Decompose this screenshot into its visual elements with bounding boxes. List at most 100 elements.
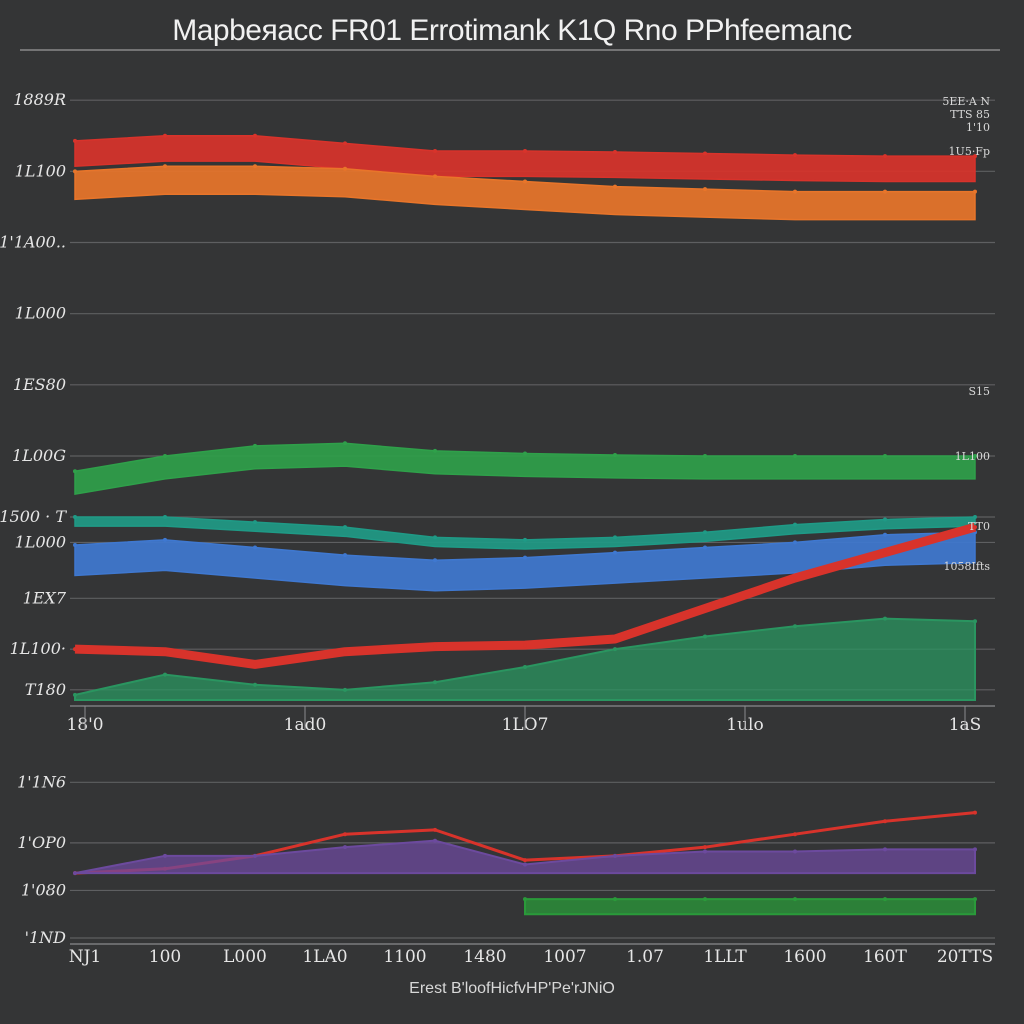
data-point bbox=[883, 897, 887, 902]
data-point bbox=[343, 649, 347, 654]
x-tick-label: 1480 bbox=[463, 947, 506, 967]
chart-title: Mapbeяacc FR01 Errotimank K1Q Rno PPhfee… bbox=[172, 14, 852, 47]
data-point bbox=[703, 187, 707, 192]
data-point bbox=[793, 454, 797, 458]
upper-x-axis: 18'0 1ad0 1LO7 1ulo 1aS bbox=[66, 706, 981, 735]
data-point bbox=[523, 862, 527, 867]
y-tick-label: 1'1N6 bbox=[17, 772, 66, 791]
data-point bbox=[253, 853, 257, 858]
series-orange-band bbox=[74, 165, 976, 221]
data-point bbox=[433, 680, 437, 685]
data-point bbox=[793, 849, 797, 854]
x-tick-label: 1.07 bbox=[626, 947, 664, 967]
data-point bbox=[343, 687, 347, 692]
data-point bbox=[163, 853, 167, 858]
data-point bbox=[523, 149, 527, 153]
data-point bbox=[253, 662, 257, 667]
data-point bbox=[163, 454, 167, 458]
data-point bbox=[73, 871, 77, 876]
data-point bbox=[523, 664, 527, 669]
data-point bbox=[793, 897, 797, 902]
data-point bbox=[253, 164, 257, 169]
data-point bbox=[253, 682, 257, 687]
data-point bbox=[883, 154, 887, 159]
data-point bbox=[883, 189, 887, 194]
lower-x-axis: NJ1 100 L000 1LA0 1100 1480 1007 1.07 1LLT 1600 16… bbox=[69, 947, 993, 967]
data-point bbox=[883, 532, 887, 537]
series-end-label: 1'10 bbox=[966, 121, 990, 134]
data-point bbox=[343, 553, 347, 558]
data-point bbox=[343, 525, 347, 530]
data-point bbox=[973, 619, 977, 624]
data-point bbox=[973, 515, 977, 519]
lower-grid bbox=[70, 781, 995, 945]
y-tick-label: 1L100 bbox=[15, 161, 66, 180]
series-end-label: 1L100 bbox=[955, 450, 990, 463]
y-tick-label: 1ES80 bbox=[13, 375, 66, 394]
series-end-label: 5EE·A N bbox=[942, 95, 990, 108]
data-point bbox=[523, 537, 527, 542]
data-point bbox=[73, 469, 77, 474]
data-point bbox=[343, 141, 347, 146]
data-point bbox=[253, 545, 257, 550]
data-point bbox=[73, 542, 77, 547]
data-point bbox=[703, 545, 707, 550]
data-point bbox=[703, 151, 707, 156]
y-tick-label: 1L000 bbox=[15, 304, 66, 323]
series-red-band bbox=[74, 135, 976, 183]
data-point bbox=[523, 451, 527, 456]
y-tick-label: 1'OP0 bbox=[17, 833, 66, 852]
data-point bbox=[613, 535, 617, 540]
data-point bbox=[883, 454, 887, 458]
lower-series bbox=[73, 810, 977, 916]
data-point bbox=[163, 133, 167, 138]
data-point bbox=[703, 845, 707, 850]
data-point bbox=[523, 555, 527, 560]
data-point bbox=[433, 174, 437, 179]
data-point bbox=[253, 520, 257, 525]
data-point bbox=[253, 133, 257, 138]
data-point bbox=[793, 153, 797, 158]
series-blue-band bbox=[74, 531, 976, 592]
data-point bbox=[343, 441, 347, 446]
data-point bbox=[73, 647, 77, 652]
series-end-label: 1058Ifts bbox=[944, 560, 991, 573]
data-point bbox=[433, 535, 437, 540]
y-tick-label: 1500 · T bbox=[0, 507, 67, 526]
series-end-label: TT0 bbox=[968, 520, 990, 533]
data-point bbox=[973, 847, 977, 852]
data-point bbox=[883, 550, 887, 555]
data-point bbox=[73, 138, 77, 143]
x-tick-label: 1LLT bbox=[703, 947, 747, 967]
data-point bbox=[703, 849, 707, 854]
data-point bbox=[433, 558, 437, 563]
y-tick-label: 1L000 bbox=[15, 532, 66, 551]
data-point bbox=[793, 576, 797, 580]
data-point bbox=[973, 525, 977, 530]
data-point bbox=[613, 897, 617, 902]
data-point bbox=[613, 853, 617, 858]
data-point bbox=[793, 624, 797, 629]
data-point bbox=[613, 184, 617, 189]
data-point bbox=[163, 164, 167, 169]
upper-y-axis: 1889R 1L100 1'1A00.. 1L000 1ES80 1L00G 1500 · … bbox=[0, 90, 67, 699]
data-point bbox=[703, 634, 707, 639]
data-point bbox=[703, 897, 707, 902]
x-tick-label: 1007 bbox=[543, 947, 586, 967]
series-purple bbox=[74, 839, 976, 875]
x-tick-label: 1600 bbox=[783, 947, 826, 967]
data-point bbox=[433, 149, 437, 153]
x-tick-label: NJ1 bbox=[69, 947, 102, 967]
lower-y-axis: 1'1N6 1'OP0 1'080 '1ND bbox=[17, 772, 66, 947]
data-point bbox=[973, 810, 977, 815]
data-point bbox=[973, 189, 977, 194]
data-point bbox=[163, 515, 167, 519]
series-green-band bbox=[74, 442, 976, 496]
y-tick-label: 1L00G bbox=[12, 446, 66, 465]
data-point bbox=[793, 522, 797, 527]
data-point bbox=[973, 897, 977, 902]
data-point bbox=[523, 643, 527, 648]
data-point bbox=[613, 637, 617, 641]
x-tick-label: 20TTS bbox=[937, 947, 993, 967]
y-tick-label: T180 bbox=[25, 680, 66, 699]
